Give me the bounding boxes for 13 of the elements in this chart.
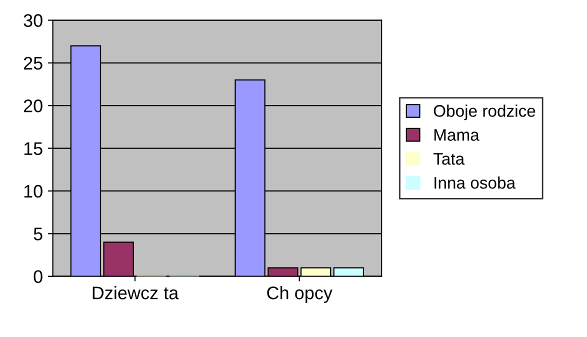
legend-label: Tata <box>433 153 465 165</box>
x-tick-label: Ch opcy <box>267 286 332 303</box>
x-tick-label: Dziewcz ta <box>92 286 179 300</box>
y-tick-label: 10 <box>24 184 42 198</box>
y-tick-label: 30 <box>24 14 42 27</box>
y-tick-label: 25 <box>24 56 42 70</box>
legend-label: Mama <box>434 129 480 141</box>
y-tick-label: 20 <box>24 100 42 112</box>
y-tick-label: 0 <box>34 270 42 284</box>
legend-label: Inna osoba <box>434 176 516 189</box>
legend-label: Oboje rodzice <box>434 104 536 120</box>
y-tick-label: 5 <box>34 228 42 240</box>
y-tick-label: 15 <box>24 142 42 155</box>
